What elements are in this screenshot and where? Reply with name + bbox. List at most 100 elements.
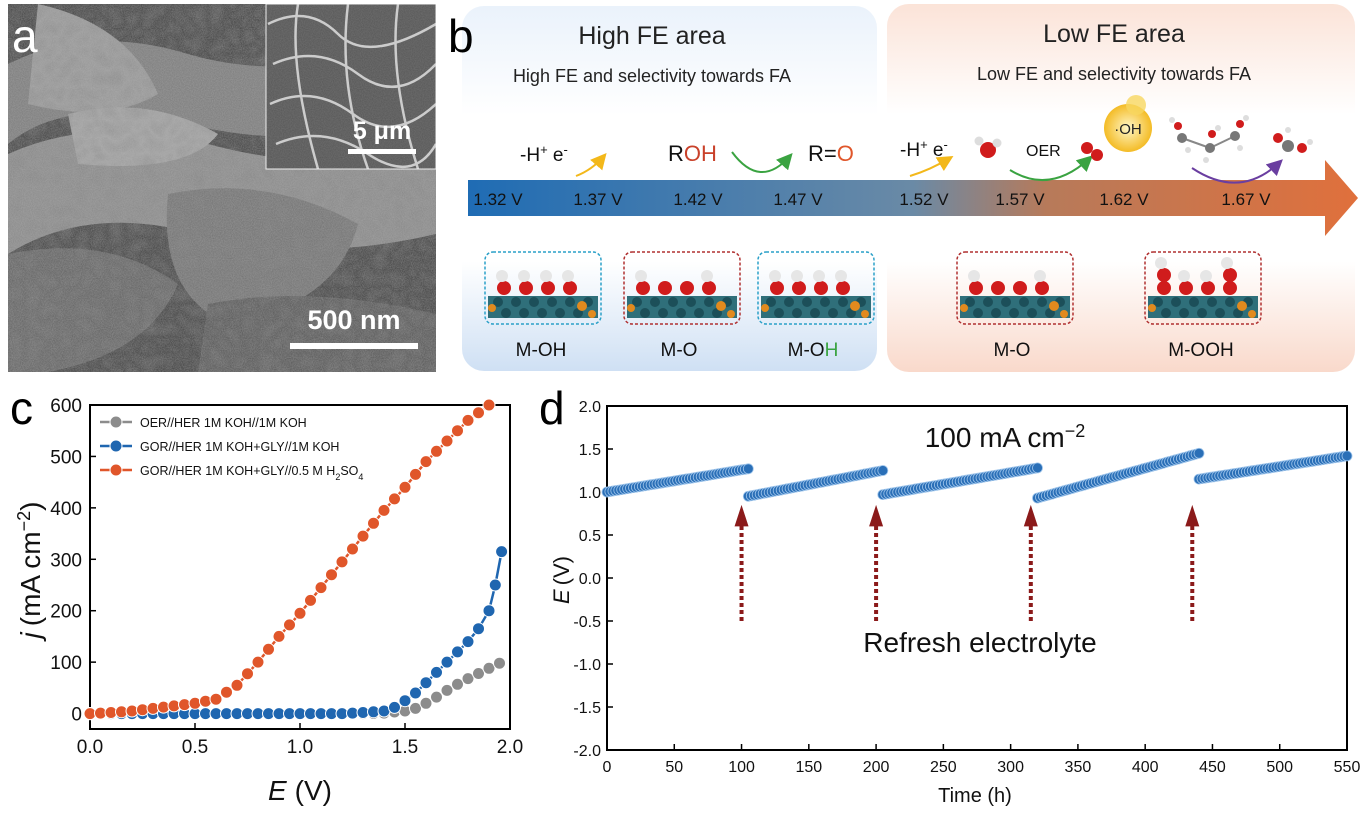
y-axis-label: j(mA cm−2) [14,502,46,643]
x-tick-label: 0.5 [182,737,208,758]
lsv-chart-svg: c 0.0 0.5 1.0 1.5 2.0 0 100 200 300 400 500 600 E (V)… [10,382,523,806]
o2-molecule [1081,142,1103,161]
data-point [1341,450,1353,462]
main-scale-bar [290,343,418,349]
data-point [488,578,502,592]
structure-label-5: M-OOH [1168,340,1233,361]
x-axis-label: E (V) [268,775,332,806]
roh-label: ROH [668,141,717,166]
panel-b-schematic: b High FE area High FE and selectivity t… [440,0,1367,380]
legend-label: OER//HER 1M KOH//1M KOH [140,416,307,430]
structure-model [623,251,741,325]
panel-a-sem-image: 5 μm 500 nm a [8,3,438,372]
data-point [283,618,296,632]
structure-model [757,251,875,325]
legend-label: GOR//HER 1M KOH+GLY//0.5 M H2SO4 [140,464,363,482]
data-point [409,701,422,715]
potential-label: 1.67 V [1221,190,1271,209]
series-line [90,551,503,715]
x-tick-label: 300 [997,759,1024,776]
panel-letter-d: d [539,382,565,434]
glycerol-to-fa-arrow [1191,159,1283,184]
structure-model [1144,251,1262,325]
water-molecule [974,136,1002,158]
data-point [314,581,328,595]
data-point [440,655,454,669]
data-point [461,413,475,427]
data-point [272,629,286,643]
y-tick-label: 600 [50,396,82,417]
data-point [472,406,485,420]
data-point [325,568,338,582]
refresh-arrow [734,504,749,621]
low-fe-subtitle: Low FE and selectivity towards FA [977,64,1251,84]
refresh-arrow [1023,504,1038,621]
x-tick-label: 250 [930,759,957,776]
data-point [388,700,401,714]
glycerol-molecule [1169,115,1249,163]
data-point [335,555,349,569]
svg-text:·OH: ·OH [1114,121,1142,138]
data-point [451,677,464,691]
y-tick-label: 300 [50,550,82,571]
data-point [304,593,317,607]
x-tick-label: 350 [1065,759,1092,776]
legend: OER//HER 1M KOH//1M KOH GOR//HER 1M KOH+G… [100,415,363,482]
legend-marker [109,439,123,453]
structure-model [956,251,1074,325]
y-tick-label: -1.5 [573,700,601,717]
data-point [241,667,254,681]
data-point [209,692,223,706]
y-axis-label: E(V) [549,556,574,604]
data-point [409,686,422,700]
y-tick-label: 0.0 [579,571,601,588]
data-point [251,655,265,669]
data-point [461,672,475,686]
data-point [430,690,443,704]
step2-label: -H+ e- [900,137,948,162]
data-point [398,480,412,494]
x-tick-label: 1.0 [287,737,313,758]
data-point [1193,447,1205,459]
panel-d-stability-chart: d 0 50 100 150 200 250 300 350 400 450 500 550 2.0 1.… [535,380,1367,813]
data-point [419,676,433,690]
formic-acid-molecule [1273,127,1313,153]
y-tick-label: 1.5 [579,442,601,459]
y-tick-label: 1.0 [579,485,601,502]
structure-model [484,251,602,325]
structure-label-1: M-OH [516,340,567,361]
data-point [440,434,454,448]
data-point [388,492,401,506]
y-tick-label: 400 [50,499,82,520]
stability-chart-svg: d 0 50 100 150 200 250 300 350 400 450 500 550 2.0 1.… [539,382,1360,807]
roh-to-ro-arrow [731,151,793,173]
structure-label-4: M-O [994,340,1031,361]
oh-radical: ·OH [1104,95,1152,152]
potential-labels: 1.32 V 1.37 V 1.42 V 1.47 V 1.52 V 1.57 V 1.62… [473,190,1271,209]
surface-structures [484,251,1262,325]
data-point [482,661,496,675]
data-point [440,683,454,697]
y-tick-label: -0.5 [573,614,601,631]
y-tick-label: -1.0 [573,657,601,674]
x-tick-label: 0.0 [77,737,103,758]
stability-series [601,447,1353,504]
data-point [199,694,212,708]
sem-micrograph: 5 μm 500 nm a [8,3,438,372]
data-point [367,516,380,530]
x-tick-label: 400 [1132,759,1159,776]
refresh-arrow [1185,504,1200,621]
data-point [472,667,485,680]
data-point [409,467,422,481]
data-point [293,606,307,620]
panel-letter-b: b [448,10,474,62]
data-point [461,635,475,649]
current-density-annotation: 100 mA cm−2 [925,421,1086,453]
panel-letter-a: a [12,10,38,62]
potential-label: 1.42 V [673,190,723,209]
x-tick-label: 450 [1199,759,1226,776]
data-point [356,529,370,543]
potential-label: 1.47 V [773,190,823,209]
refresh-annotation: Refresh electrolyte [863,627,1096,658]
step1-arrow [575,152,607,177]
